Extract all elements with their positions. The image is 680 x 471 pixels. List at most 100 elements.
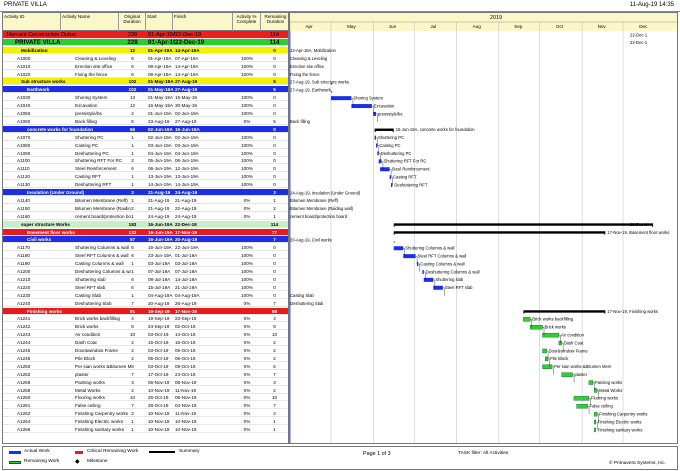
table-row[interactable]: A1070 Shuttering PC 1 02-Jun-19A 02-Jun-19A 1…	[3, 133, 288, 141]
table-row[interactable]: A1190 Casting Columns & wall 1 03-Jul-19A 03…	[3, 260, 288, 268]
table-row[interactable]: A1050 pressstyle/bs 2 01-Jun-19A 02-Jun-19A 1…	[3, 110, 288, 117]
cell-start: 05-Oct-19	[148, 355, 169, 361]
wbs-row[interactable]: Basement floor works 133 16-Jun-19A 17-Nov-…	[3, 228, 288, 236]
table-row[interactable]: A1260 Flooring works 10 26-Oct-19 05-Nov-19 0…	[3, 394, 288, 402]
summary-end-left	[330, 91, 333, 93]
cell-pct: 100%	[241, 245, 253, 251]
bar-label: 15-Jun-19A, concrete works for foundatio…	[396, 127, 476, 132]
table-row[interactable]: A1261 False ceiling 7 28-Oct-19 04-Nov-19 0% 7	[3, 402, 288, 410]
cell-finish: 10-Nov-19	[175, 427, 197, 432]
wbs-row[interactable]: Mobilization 12 01-Apr-19A 14-Apr-19A 0	[3, 46, 288, 54]
bar-label: Casting RFT	[393, 175, 417, 180]
cell-start: 16-Jun-19A	[148, 229, 173, 235]
activity-bar	[542, 348, 547, 354]
summary-end-right	[392, 130, 394, 133]
cell-finish: 22-Aug-19	[175, 205, 197, 211]
cell-id: A1246	[17, 355, 31, 361]
cell-start: 17-Oct-19	[148, 371, 169, 377]
table-row[interactable]: A1264 Finishing Electric works 1 10-Nov-19 1…	[3, 418, 288, 426]
cell-rem: 0	[273, 111, 276, 116]
cell-pct	[233, 221, 261, 228]
col-rem-dur[interactable]: Remaining Duration	[264, 14, 287, 24]
bar-label: Casting Slab	[290, 293, 314, 298]
table-row[interactable]: A1090 Deshuttering PC 1 04-Jun-19A 04-Jun-19…	[3, 149, 288, 157]
cell-dur: 2	[131, 158, 134, 164]
table-row[interactable]: A1000 Cleaning & Leveling 6 01-Apr-19A 07-Ap…	[3, 54, 288, 62]
table-row[interactable]: A1243 Air condition 10 03-Oct-19 14-Oct-19 0%…	[3, 331, 288, 339]
table-row[interactable]: A1200 Deshuttering Columns & wall 1 07-Jul-…	[3, 268, 288, 275]
table-row[interactable]: A1010 Erection site office 6 08-Apr-19A 14-A…	[3, 62, 288, 70]
table-row[interactable]: A1140 Bitumen Membrane (Reff) 1 21-Aug-19 21…	[3, 196, 288, 204]
table-row[interactable]: A1256 Painting works 3 06-Nov-19 08-Nov-19 0%…	[3, 378, 288, 386]
table-row[interactable]: A1240 Deshuttering Slab 7 20-Aug-19 26-Aug-1…	[3, 299, 288, 307]
table-row[interactable]: A1120 Casting RFT 1 13-Jun-19A 13-Jun-19A 100…	[3, 173, 288, 181]
table-row[interactable]: A1230 Casting Slab 1 04-Aug-19A 04-Aug-19A 10…	[3, 291, 288, 299]
cell-dur: 8	[131, 324, 134, 330]
table-row[interactable]: A1246 Pile Block 2 05-Oct-19 06-Oct-19 0% 2	[3, 354, 288, 362]
table-row[interactable]: A1060 Back filling 5 23-Aug-19 27-Aug-19 0% 5	[3, 117, 288, 125]
wbs-row[interactable]: Sub structure works 102 01-May-19A 27-Aug-1…	[3, 78, 288, 86]
cell-name: Sub structure works	[21, 79, 66, 85]
cell-start: 15-Oct-19	[148, 340, 169, 346]
table-row[interactable]: A1210 Shuttering slab 6 08-Jul-19A 14-Jul-19…	[3, 275, 288, 283]
cell-name: Deshuttering Slab	[75, 300, 112, 306]
table-row[interactable]: A1262 Finishing Carpentry works 2 10-Nov-19…	[3, 410, 288, 418]
wbs-row[interactable]: Civil works 57 16-Jun-19A 20-Aug-19 7	[3, 236, 288, 244]
table-row[interactable]: A1241 Brick works backfilling 4 19-Sep-19 23…	[3, 315, 288, 323]
wbs-row[interactable]: Earthwork 102 01-May-19A 27-Aug-19 5	[3, 86, 288, 94]
table-row[interactable]: A1245 Door&window Frame 2 03-Oct-19 05-Oct-1…	[3, 347, 288, 354]
table-row[interactable]: A1244 Dash Coat 2 15-Oct-19 16-Oct-19 0% 2	[3, 339, 288, 347]
wbs-row[interactable]: Insulation (Under Ground) 3 21-Aug-19 24-Au…	[3, 189, 288, 196]
gantt-canvas: 2019 Apr May Jun Jul Aug Sep Oct Nov Dec 22-Dec-1 2…	[290, 13, 677, 443]
cell-dur: 12	[129, 103, 136, 109]
wbs-row[interactable]: super structure Works 183 16-Jun-19A 22-Dec…	[3, 220, 288, 228]
table-row[interactable]: A1030 Shoring System 13 01-May-19A 15-May-19…	[3, 94, 288, 102]
cell-name: cement board/protection boa	[75, 213, 131, 219]
col-orig-dur[interactable]: Original Duration	[119, 13, 146, 31]
table-row[interactable]: A1100 Shuttering RFT For RC 2 05-Jun-19A 06-…	[3, 157, 288, 165]
table-row[interactable]: A1040 Excavation 12 16-May-19A 30-May-19 100%…	[3, 102, 288, 110]
table-row[interactable]: A1020 Fixing the fence 6 08-Apr-19A 14-Apr-1…	[3, 70, 288, 78]
relationship-link	[593, 382, 595, 391]
activity-bar	[416, 262, 419, 267]
summary-bar	[523, 310, 606, 313]
table-row[interactable]: A1170 Shuttering Columns & wall 6 16-Jun-19…	[3, 244, 288, 252]
table-row[interactable]: A1220 Steel RFT slab 6 15-Jul-19A 21-Jul-19A…	[3, 283, 288, 291]
bar-label: pressstyle/bs	[378, 111, 402, 116]
activity-bar	[330, 96, 352, 101]
table-row[interactable]: A1266 Finishing sanitary works 1 10-Nov-19 1…	[3, 426, 288, 433]
col-activity-id[interactable]: Activity ID	[3, 13, 61, 31]
col-start[interactable]: Start	[146, 13, 173, 31]
table-row[interactable]: A1180 Steel RFT Columns & wall 6 23-Jun-19A…	[3, 252, 288, 260]
cell-pct: 0%	[243, 371, 251, 377]
cell-rem: 0	[273, 47, 276, 53]
cell-finish: 22-Dec-19	[175, 32, 202, 38]
cell-rem: 0	[273, 269, 276, 274]
table-row[interactable]: A1242 Brick works 8 24-Sep-19 02-Oct-19 0% 8	[3, 323, 288, 331]
cell-dur: 57	[129, 237, 136, 243]
table-row[interactable]: A1258 Metal Works 2 10-Nov-19 11-Nov-19 0% 2	[3, 386, 288, 394]
table-row[interactable]: A1110 Steel Reinforcement 6 06-Jun-19A 12-Ju…	[3, 165, 288, 173]
col-finish[interactable]: Finish	[173, 13, 233, 31]
relationship-link	[391, 176, 393, 186]
cell-dur: 5	[131, 118, 134, 124]
table-row[interactable]: A1160 cement board/protection boa 1 24-Aug-…	[3, 212, 288, 220]
cell-dur: 7	[131, 300, 134, 306]
table-row[interactable]: A1252 plaster 7 17-Oct-19 24-Oct-19 0% 7	[3, 370, 288, 378]
wbs-row[interactable]: Finishing works 91 19-Sep-19 17-Nov-19 59	[3, 307, 288, 315]
bar-label: Bitumen Membrane (Reff)	[290, 198, 339, 203]
table-row[interactable]: A1130 Deshuttering RFT 1 14-Jun-19A 14-Jun-1…	[3, 181, 288, 189]
cell-rem: 1	[273, 197, 276, 203]
cell-id: A1220	[17, 284, 31, 290]
wbs-row[interactable]: concrete works for foundation 56 02-Jun-19…	[3, 125, 288, 133]
activity-bar	[530, 325, 543, 330]
wbs-row[interactable]: Harvant Construction Dubai 228 01-Apr-19A 2…	[3, 31, 288, 39]
table-row[interactable]: A1080 Casting PC 1 03-Jun-19A 03-Jun-19A 100%…	[3, 141, 288, 149]
col-pct-complete[interactable]: Activity % Complete	[233, 13, 261, 31]
table-row[interactable]: A1150 Bitumen Membrane (Raiding 2 21-Aug-19…	[3, 204, 288, 212]
activity-bar	[594, 388, 598, 393]
cell-name: Pile Block	[75, 355, 96, 361]
col-activity-name[interactable]: Activity Name	[61, 13, 119, 31]
